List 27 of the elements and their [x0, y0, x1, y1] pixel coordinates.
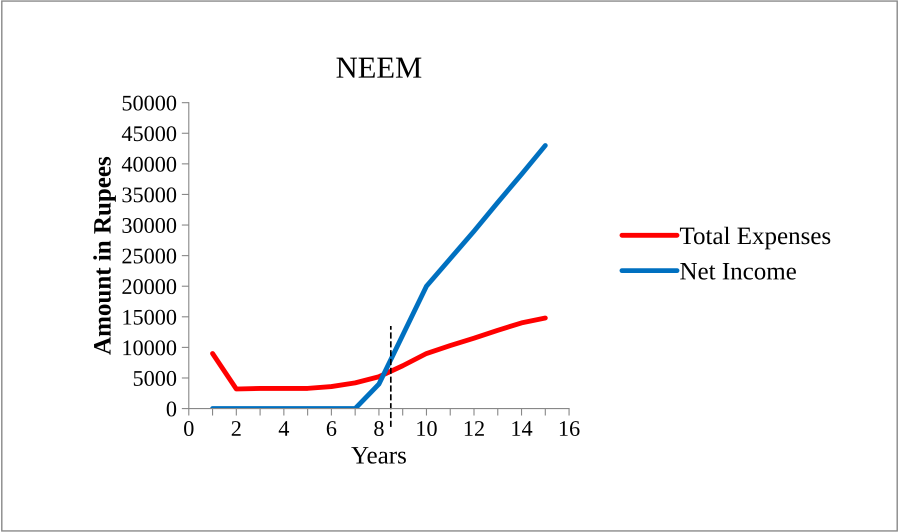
x-tick-label: 12 [464, 421, 484, 436]
x-tick-label: 16 [560, 421, 580, 436]
chart-title: NEEM [336, 58, 422, 78]
y-tick-label: 50000 [122, 96, 176, 111]
y-tick-label: 5000 [134, 370, 176, 386]
x-tick-label: 8 [374, 421, 384, 436]
x-tick-label: 2 [232, 421, 241, 436]
y-axis-title: Amount in Rupees [93, 156, 116, 355]
line-series [210, 316, 548, 392]
y-tick-label: 30000 [122, 218, 176, 233]
legend-label: Total Expenses [680, 226, 830, 250]
y-tick-label: 45000 [122, 126, 176, 142]
y-tick-label: 10000 [123, 340, 176, 356]
y-tick-label: 20000 [122, 279, 176, 294]
y-tick-label: 35000 [122, 187, 176, 202]
y-tick-label: 25000 [122, 248, 176, 264]
y-tick-label: 0 [166, 402, 176, 417]
legend-label: Net Income [680, 263, 796, 280]
x-tick-label: 0 [184, 421, 194, 436]
x-tick-label: 10 [417, 421, 437, 436]
line-series [210, 143, 548, 409]
y-tick-label: 40000 [122, 156, 176, 172]
x-tick-label: 6 [326, 421, 336, 436]
x-tick-label: 14 [512, 421, 532, 436]
x-tick-label: 4 [278, 421, 290, 436]
y-tick-label: 15000 [123, 310, 176, 325]
x-axis-title: Years [351, 447, 406, 464]
